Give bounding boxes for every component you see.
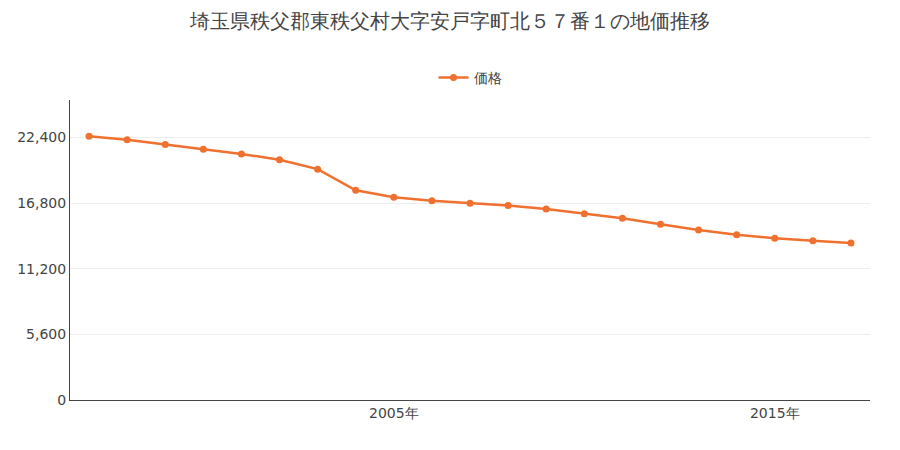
svg-text:0: 0 <box>57 392 66 408</box>
svg-text:16,800: 16,800 <box>17 195 66 211</box>
svg-text:2005年: 2005年 <box>369 405 419 421</box>
svg-text:5,600: 5,600 <box>26 326 66 342</box>
svg-text:11,200: 11,200 <box>17 261 66 277</box>
svg-text:埼玉県秩父郡東秩父村大字安戸字町北５７番１の地価推移: 埼玉県秩父郡東秩父村大字安戸字町北５７番１の地価推移 <box>189 9 710 33</box>
svg-text:価格: 価格 <box>474 70 502 86</box>
svg-text:2015年: 2015年 <box>750 405 800 421</box>
svg-text:22,400: 22,400 <box>17 129 66 145</box>
